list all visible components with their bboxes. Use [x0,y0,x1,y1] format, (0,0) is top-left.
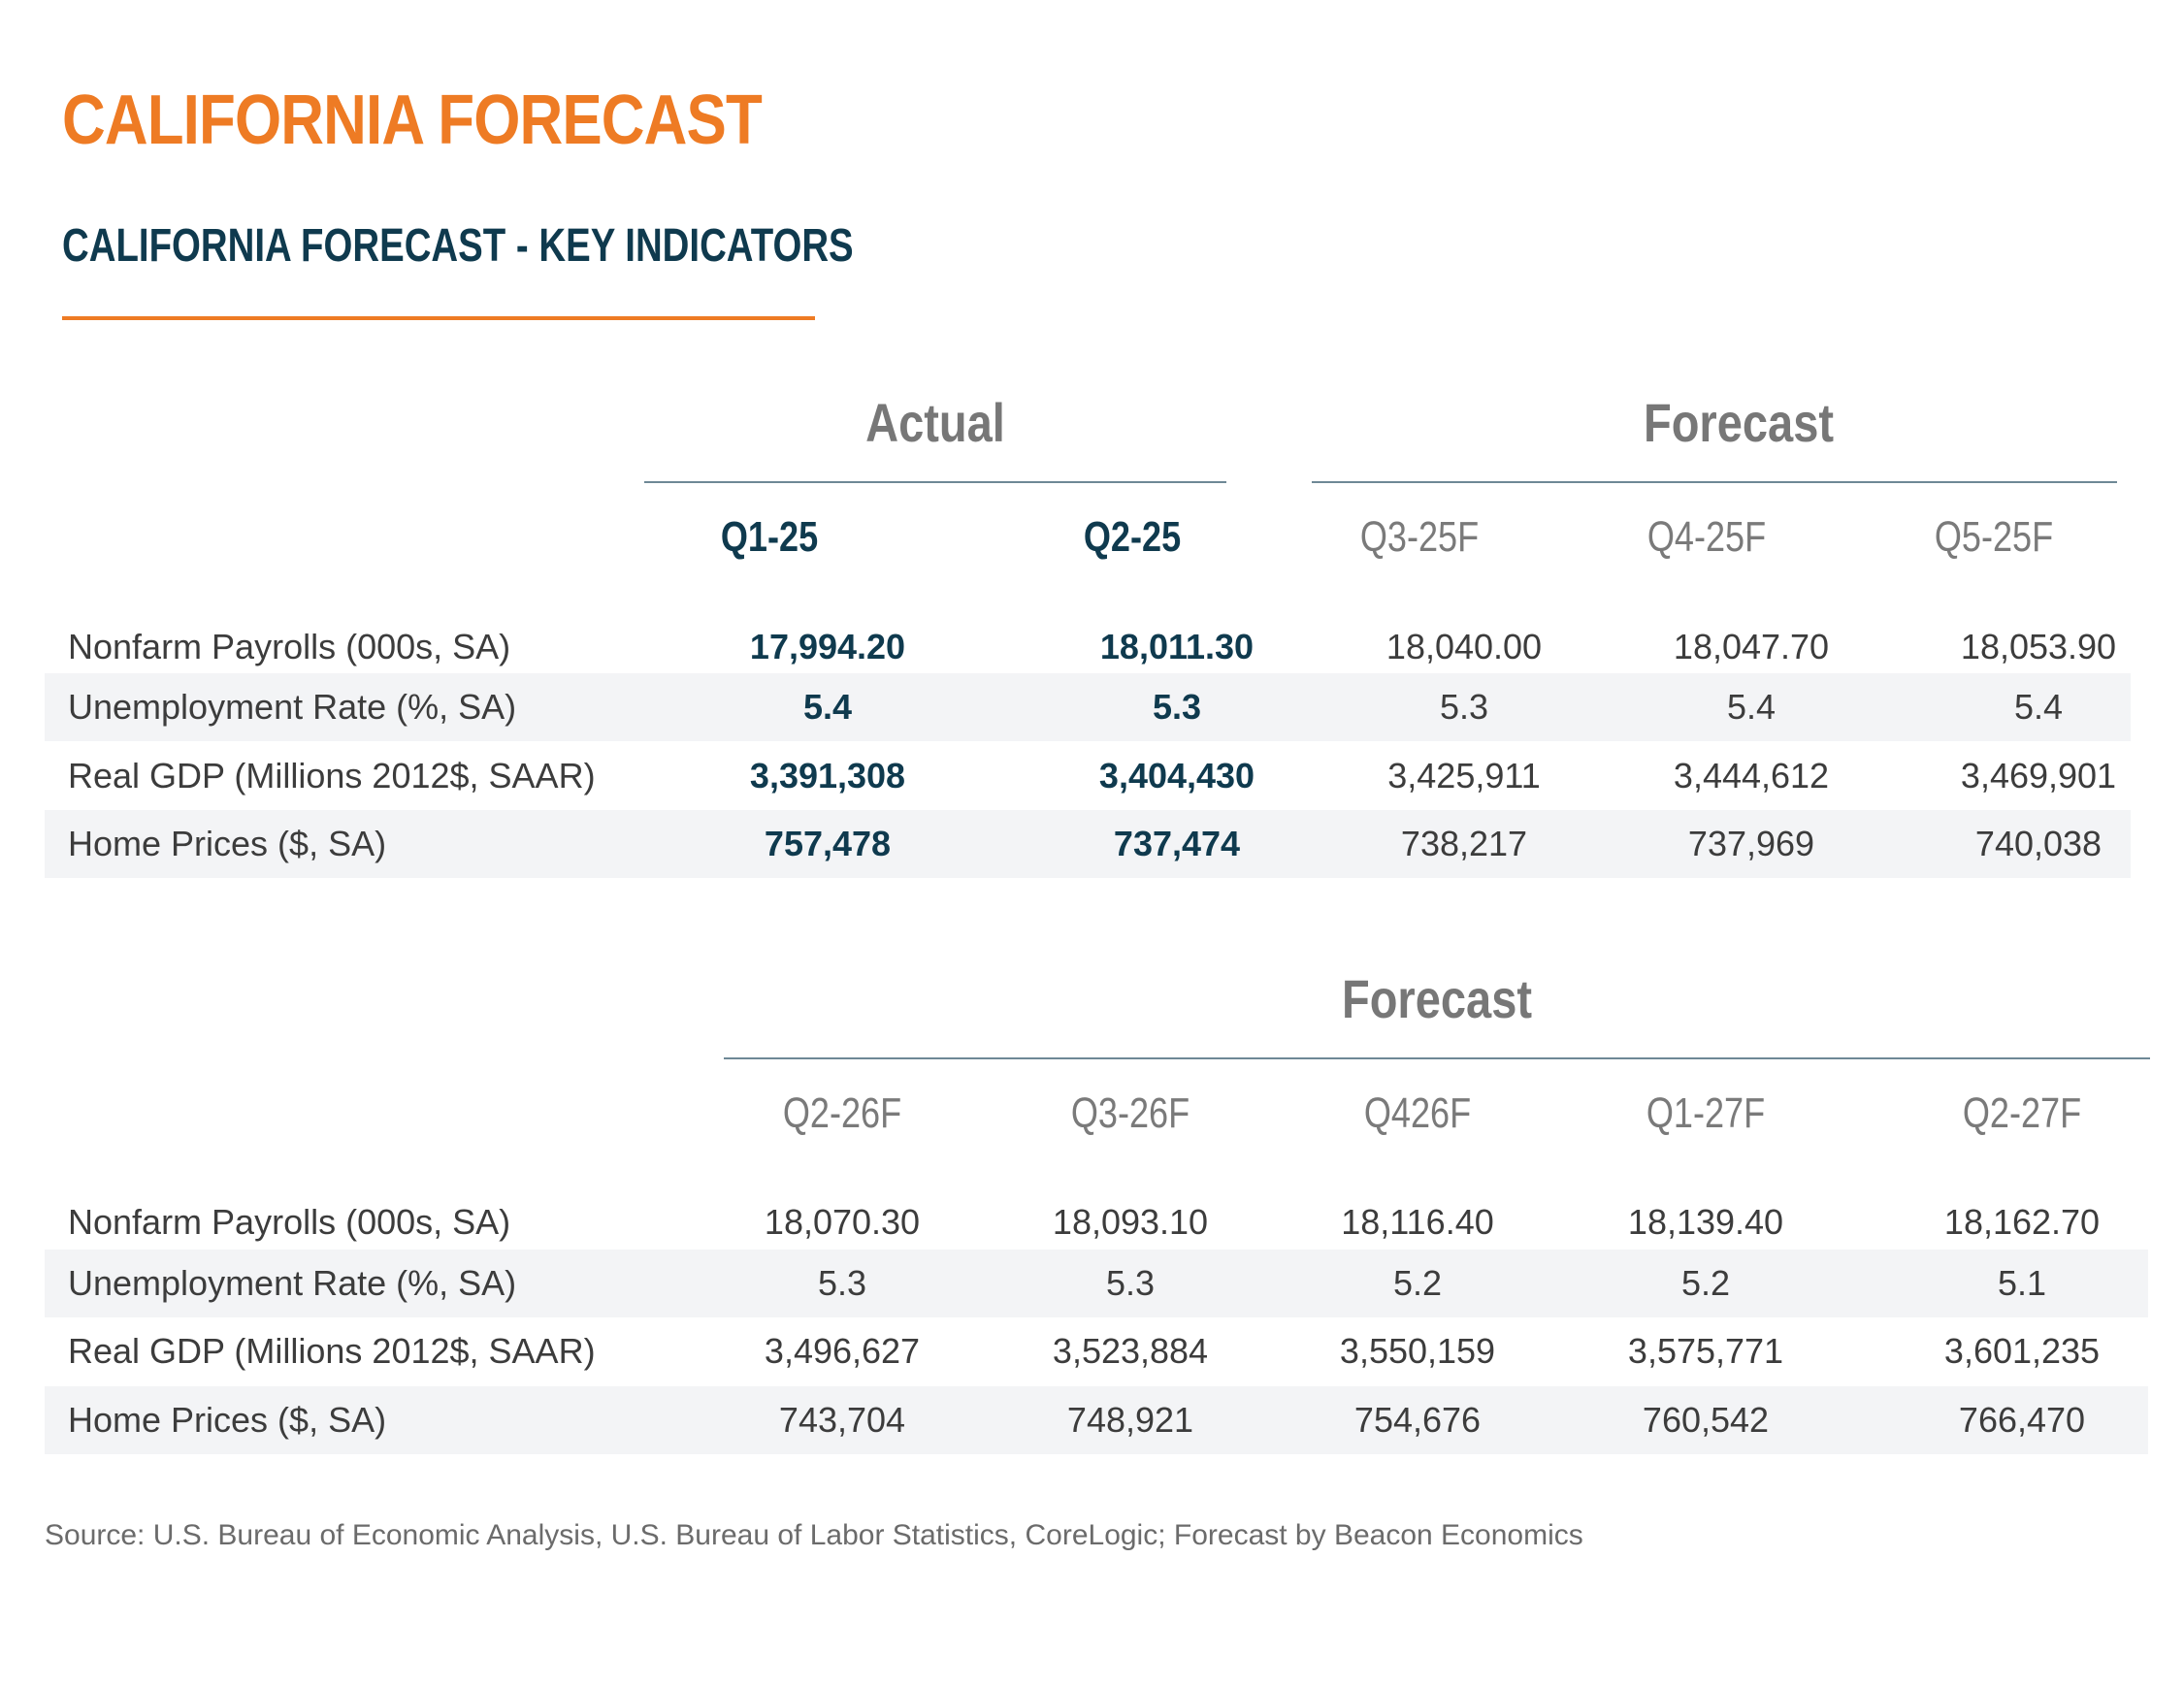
column-header: Q4-25F [1646,513,1767,561]
table-row: Unemployment Rate (%, SA) 5.4 5.3 5.3 5.… [45,673,2131,741]
table-cell: 5.4 [802,687,853,727]
table-cell: 5.3 [1152,687,1202,727]
table-cell: 18,047.70 [1673,627,1830,666]
table-cell: 5.3 [817,1263,867,1303]
table-row: Real GDP (Millions 2012$, SAAR) 3,496,62… [45,1317,2148,1385]
table-cell: 18,139.40 [1627,1202,1784,1242]
table-cell: 737,474 [1113,824,1241,863]
column-header: Q2-25 [1083,513,1182,561]
table-cell: 5.3 [1439,687,1489,727]
row-label: Unemployment Rate (%, SA) [68,1263,517,1303]
row-label: Home Prices ($, SA) [68,824,387,863]
column-header: Q1-27F [1646,1089,1766,1137]
column-header: Q3-25F [1359,513,1480,561]
row-label: Nonfarm Payrolls (000s, SA) [68,1202,511,1242]
table-cell: 5.1 [1997,1263,2047,1303]
table-cell: 3,425,911 [1387,756,1541,795]
table-cell: 18,053.90 [1960,627,2117,666]
column-header: Q3-26F [1070,1089,1190,1137]
table-cell: 3,550,159 [1339,1331,1496,1371]
forecast-group-label: Forecast [1341,968,1533,1029]
table-cell: 18,070.30 [764,1202,921,1242]
table-cell: 5.3 [1105,1263,1156,1303]
table-row: Unemployment Rate (%, SA) 5.3 5.3 5.2 5.… [45,1250,2148,1317]
table-cell: 18,116.40 [1341,1202,1494,1242]
table-cell: 766,470 [1958,1400,2086,1440]
table-cell: 18,162.70 [1943,1202,2101,1242]
column-header: Q2-27F [1962,1089,2082,1137]
table-row: Home Prices ($, SA) 757,478 737,474 738,… [45,810,2131,878]
table-row: Real GDP (Millions 2012$, SAAR) 3,391,30… [45,742,2131,810]
table-cell: 737,969 [1687,824,1815,863]
column-header: Q5-25F [1934,513,2054,561]
source-note: Source: U.S. Bureau of Economic Analysis… [45,1519,1583,1551]
table-cell: 740,038 [1974,824,2103,863]
table-cell: 3,444,612 [1673,756,1830,795]
table-row: Home Prices ($, SA) 743,704 748,921 754,… [45,1386,2148,1454]
row-label: Nonfarm Payrolls (000s, SA) [68,627,511,666]
forecast-group-label: Forecast [1643,392,1835,453]
column-header: Q1-25 [720,513,819,561]
table-cell: 3,575,771 [1627,1331,1784,1371]
table-row: Nonfarm Payrolls (000s, SA) 17,994.20 18… [45,613,2131,681]
table-cell: 748,921 [1066,1400,1194,1440]
table-cell: 757,478 [764,824,892,863]
table-cell: 3,496,627 [764,1331,921,1371]
table-cell: 18,040.00 [1385,627,1543,666]
table-cell: 18,011.30 [1099,627,1255,666]
table-cell: 760,542 [1642,1400,1770,1440]
row-label: Home Prices ($, SA) [68,1400,387,1440]
table-cell: 18,093.10 [1052,1202,1209,1242]
table-cell: 743,704 [778,1400,906,1440]
table-cell: 3,601,235 [1943,1331,2101,1371]
forecast-group-rule [1312,481,2117,483]
table-cell: 738,217 [1400,824,1528,863]
row-label: Real GDP (Millions 2012$, SAAR) [68,1331,596,1371]
page-subtitle: CALIFORNIA FORECAST - KEY INDICATORS [62,220,854,272]
table-cell: 5.2 [1680,1263,1731,1303]
table-cell: 5.4 [2013,687,2064,727]
column-header: Q2-26F [782,1089,902,1137]
title-underline [62,316,815,320]
row-label: Real GDP (Millions 2012$, SAAR) [68,756,596,795]
table-cell: 3,469,901 [1960,756,2117,795]
table-cell: 3,523,884 [1052,1331,1209,1371]
table-cell: 5.2 [1392,1263,1443,1303]
table-cell: 3,404,430 [1098,756,1255,795]
table-row: Nonfarm Payrolls (000s, SA) 18,070.30 18… [45,1188,2148,1256]
actual-group-rule [644,481,1226,483]
page-title: CALIFORNIA FORECAST [62,81,763,159]
actual-group-label: Actual [865,392,1005,453]
table-cell: 3,391,308 [749,756,906,795]
table-cell: 5.4 [1726,687,1777,727]
table-cell: 17,994.20 [749,627,906,666]
forecast-group-rule [724,1057,2150,1059]
column-header: Q426F [1363,1089,1472,1137]
row-label: Unemployment Rate (%, SA) [68,687,517,727]
table-cell: 754,676 [1353,1400,1482,1440]
